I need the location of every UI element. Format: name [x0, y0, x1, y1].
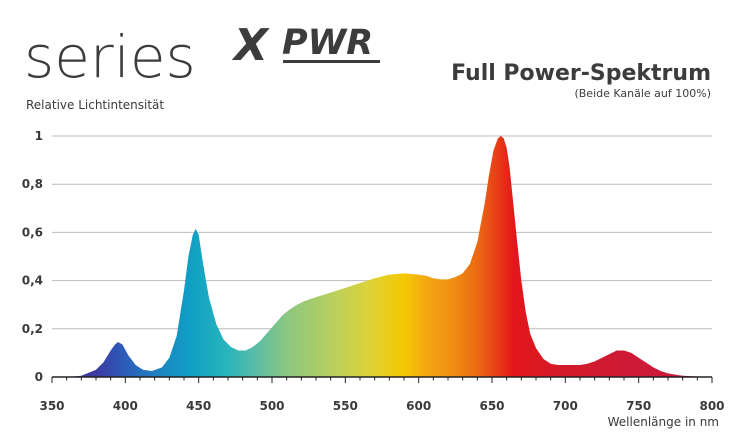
x-tick-label: 500 — [259, 399, 284, 413]
y-tick-labels: 0 0,2 0,4 0,6 0,8 1 — [22, 129, 43, 384]
x-tick-label: 350 — [39, 399, 64, 413]
brand-underline — [283, 60, 380, 63]
brand-pwr-text: PWR — [282, 23, 373, 63]
x-tick-labels: 350 400 450 500 550 600 650 700 750 800 — [39, 399, 724, 413]
chart-title: Full Power-Spektrum — [451, 61, 711, 86]
y-tick-label: 0,8 — [22, 177, 43, 191]
y-axis-label: Relative Lichtintensität — [26, 98, 164, 112]
x-tick-label: 800 — [699, 399, 724, 413]
x-tick-label: 450 — [186, 399, 211, 413]
grid-lines — [52, 135, 712, 330]
y-tick-label: 0,4 — [22, 274, 43, 288]
y-tick-label: 1 — [35, 129, 43, 143]
y-tick-label: 0,6 — [22, 225, 43, 239]
x-tick-label: 600 — [406, 399, 431, 413]
x-tick-label: 650 — [479, 399, 504, 413]
x-axis-label: Wellenlänge in nm — [608, 415, 719, 429]
x-tick-label: 750 — [626, 399, 651, 413]
x-axis — [51, 376, 713, 383]
brand-series-text: series — [24, 23, 196, 91]
brand-logo: series X PWR — [24, 20, 380, 91]
spectrum-area — [52, 136, 712, 377]
brand-x-text: X — [231, 20, 270, 71]
chart-subtitle: (Beide Kanäle auf 100%) — [574, 87, 711, 100]
y-tick-label: 0 — [35, 370, 43, 384]
x-tick-label: 700 — [553, 399, 578, 413]
spectrum-area-path — [52, 136, 712, 377]
y-tick-label: 0,2 — [22, 322, 43, 336]
x-tick-label: 550 — [333, 399, 358, 413]
x-tick-label: 400 — [113, 399, 138, 413]
